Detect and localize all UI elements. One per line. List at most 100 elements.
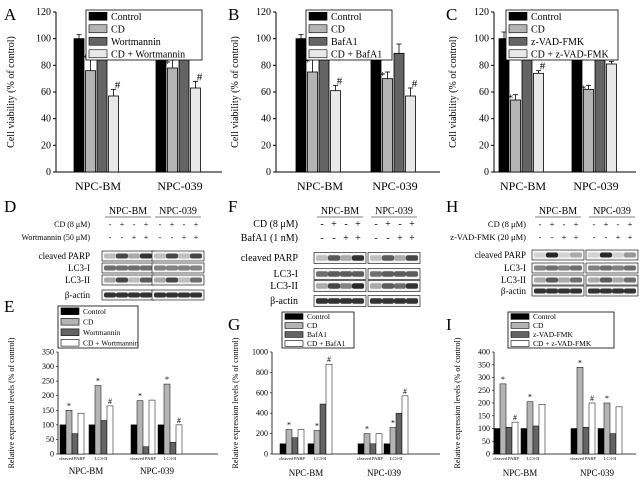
lane-sign: + [132,233,137,242]
lane-sign: + [120,220,125,229]
protein-band [600,265,612,271]
legend-label: Control [307,312,330,321]
protein-band [558,288,570,294]
category-label: cleaved PARP [130,456,156,461]
legend-swatch [284,340,304,347]
protein-band [534,277,546,283]
protein-band [340,283,352,289]
bar [533,72,544,173]
protein-band [154,265,166,271]
bar [100,420,108,455]
significance-mark: # [513,413,517,422]
lane-sign: - [332,233,335,244]
bar [94,385,102,455]
group-label: NPC-BM [289,468,324,478]
legend-label: CD [533,321,544,330]
y-tick-label: 150 [42,406,54,415]
protein-band [178,292,190,298]
cell-line-header: NPC-BM [321,206,359,217]
protein-band [190,253,202,259]
bar [401,395,409,455]
legend-label: CD + BafA1 [331,49,382,60]
category-label: cleaved PARP [59,456,85,461]
lane-sign: + [144,233,149,242]
bar [520,428,528,455]
legend-label: CD + BafA1 [307,339,346,348]
category-label: NPC-BM [75,179,121,193]
protein-band [316,283,328,289]
panel-letter-e: E [4,297,14,316]
protein-band [612,288,624,294]
protein-band [140,277,152,283]
protein-band [340,271,352,277]
protein-band [624,265,636,271]
cell-line-header: NPC-039 [159,206,197,217]
y-tick-label: 60 [41,87,51,98]
protein-band [382,255,394,261]
protein-band [406,283,418,289]
significance-mark: * [165,375,169,384]
y-tick-label: 1000 [252,348,268,357]
y-tick-label: 80 [261,60,271,71]
lane-sign: - [159,220,162,229]
significance-mark: * [528,393,532,402]
category-label: NPC-BM [500,179,546,193]
chart-a: 0 20 40 60 80 100 120 Cell viability (% of cont… [6,7,222,193]
bar [510,99,521,173]
significance-mark: # [177,416,181,425]
protein-band [382,298,394,304]
bar [375,433,383,455]
significance-mark: # [108,397,112,406]
protein-band [534,265,546,271]
protein-band [382,283,394,289]
y-tick-label: 100 [478,424,490,433]
legend-label: CD [331,24,345,35]
bar [383,443,391,455]
bar [307,71,318,173]
bar [606,63,617,173]
panel-letter-c: C [446,5,457,24]
legend-label: CD [531,24,545,35]
legend-label: CD + Wortmannin [111,49,185,60]
lane-sign: - [159,233,162,242]
legend-swatch [284,313,304,320]
y-tick-label: 0 [266,167,271,178]
y-axis-label: Relative expression levels (% of control… [453,337,462,468]
y-tick-label: 800 [256,368,268,377]
y-tick-label: 40 [261,114,271,125]
protein-band [600,277,612,283]
category-label: cleaved PARP [357,456,383,461]
legend-swatch [308,49,328,59]
lane-sign: - [593,219,596,229]
protein-band [612,277,624,283]
legend-swatch [60,307,80,315]
y-tick-label: 0 [46,167,51,178]
protein-band [104,277,116,283]
significance-mark: * [365,425,369,434]
significance-mark: # [337,75,343,87]
protein-band [558,265,570,271]
category-label: LC3-II [95,456,108,461]
lane-sign: - [539,232,542,242]
lane-sign: - [171,233,174,242]
significance-mark: # [590,394,594,403]
bar [609,433,617,455]
protein-band [624,277,636,283]
protein-label: LC3-II [270,281,298,292]
y-tick-label: 250 [42,377,54,386]
bar [499,383,507,455]
bar [597,428,605,455]
lane-sign: + [194,220,199,229]
significance-mark: * [305,57,311,69]
bar [588,402,596,455]
y-axis-label: Cell viability (% of control) [230,36,241,148]
y-tick-label: 150 [478,411,490,420]
protein-band [612,265,624,271]
protein-band [600,252,612,258]
bar [106,405,114,455]
bar [505,426,513,455]
bar [538,404,546,455]
bar [279,443,287,455]
